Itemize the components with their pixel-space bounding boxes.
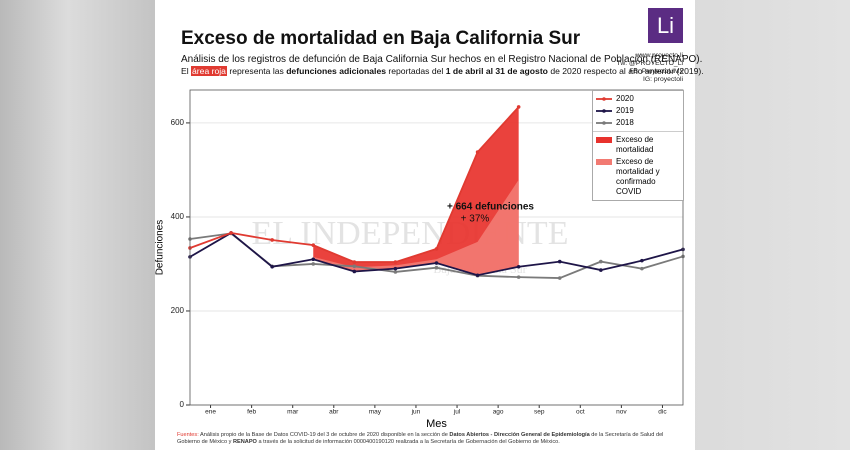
x-tick-label: dic xyxy=(658,409,667,416)
legend-label: 2019 xyxy=(616,106,634,115)
subtitle-2: El área roja representa las defunciones … xyxy=(181,66,704,76)
subtitle-segment: de 2020 respecto al año anterior (2019). xyxy=(547,66,704,76)
point xyxy=(475,150,480,154)
excess-area xyxy=(313,106,519,276)
legend-swatch xyxy=(596,109,612,113)
source-segment: de la Secretaría de Salud del Gobierno d… xyxy=(177,432,664,445)
point xyxy=(352,269,357,274)
y-tick-label: 0 xyxy=(180,400,185,409)
point xyxy=(352,260,357,264)
sources: Fuentes: Análisis propio de la Base de D… xyxy=(177,432,687,446)
legend-area xyxy=(596,137,612,143)
x-tick-label: mar xyxy=(287,409,299,416)
legend-swatch xyxy=(596,121,612,125)
credit-line: FB: ProyectoLiMx xyxy=(629,68,683,75)
point xyxy=(599,259,603,264)
x-tick-label: abr xyxy=(329,409,339,416)
legend-item: 2018 xyxy=(593,117,683,129)
point xyxy=(516,105,521,109)
source-segment: Fuentes: xyxy=(177,432,199,438)
source-segment: Análisis propio de la Base de Datos COVI… xyxy=(198,432,450,438)
point xyxy=(434,265,439,270)
subtitle-segment: área roja xyxy=(191,66,227,76)
y-tick-label: 200 xyxy=(171,306,185,315)
point xyxy=(516,275,521,279)
point xyxy=(475,273,480,278)
legend: 2020 2019 2018 Exceso de mortalidad Exceso d… xyxy=(592,90,684,201)
point xyxy=(270,264,274,269)
point xyxy=(229,231,233,235)
plot-frame xyxy=(189,89,684,406)
legend-area xyxy=(596,159,612,165)
x-tick-label: ago xyxy=(493,409,504,416)
credit-line: www.proyecto.li xyxy=(635,52,683,59)
x-axis-label: Mes xyxy=(426,418,447,430)
chart-card xyxy=(155,0,695,450)
point xyxy=(599,268,603,272)
legend-label: 2018 xyxy=(616,118,634,127)
subtitle-segment: reportadas del xyxy=(386,66,446,76)
point xyxy=(557,259,562,264)
subtitle-segment: representa las xyxy=(226,66,287,76)
subtitle: Análisis de los registros de defunción d… xyxy=(181,54,703,65)
logo: Li xyxy=(648,8,683,43)
legend-dot xyxy=(602,121,606,125)
x-tick-label: nov xyxy=(616,409,627,416)
point xyxy=(640,266,644,271)
legend-label: Exceso de mortalidad xyxy=(616,135,654,154)
legend-dot xyxy=(602,97,606,101)
point xyxy=(516,264,521,269)
point xyxy=(270,238,274,242)
source-segment: a través de la solicitud de información … xyxy=(256,439,560,445)
annotation: + 664 defunciones xyxy=(447,202,534,213)
point xyxy=(434,261,439,265)
point xyxy=(352,264,357,269)
legend-item: Exceso de mortalidad xyxy=(593,134,683,156)
source-segment: RENAPO xyxy=(232,439,257,445)
legend-label: 2020 xyxy=(616,94,634,103)
legend-swatch xyxy=(596,159,612,165)
credit-line: IG: proyectoli xyxy=(642,76,683,83)
legend-item: Exceso de mortalidad y confirmado COVID xyxy=(593,156,683,198)
subtitle-segment: 1 de abril al 31 de agosto xyxy=(445,66,548,76)
x-tick-label: may xyxy=(369,409,382,416)
point xyxy=(311,243,316,247)
y-tick-label: 400 xyxy=(171,212,185,221)
legend-label: Exceso de mortalidad y confirmado COVID xyxy=(616,157,660,196)
annotation: + 37% xyxy=(461,214,490,225)
point xyxy=(434,247,439,251)
point xyxy=(557,276,562,280)
legend-swatch xyxy=(596,97,612,101)
point xyxy=(311,257,316,262)
credits: www.proyecto.li Tw: @PROYECTO_Li FB: Proye… xyxy=(617,52,683,84)
x-tick-label: sep xyxy=(534,409,545,416)
source-segment: Datos Abiertos - Dirección General de Ep… xyxy=(449,432,590,438)
legend-item: 2019 xyxy=(593,105,683,117)
x-tick-label: jul xyxy=(453,409,461,416)
chart-title: Exceso de mortalidad en Baja California … xyxy=(181,28,581,49)
legend-item: 2020 xyxy=(593,93,683,105)
y-tick-label: 600 xyxy=(171,118,185,127)
legend-separator xyxy=(593,131,683,132)
point xyxy=(393,266,398,271)
point xyxy=(393,270,398,274)
point xyxy=(311,262,316,266)
watermark: EL INDEPENDIENTE xyxy=(252,215,569,252)
legend-dot xyxy=(602,109,606,113)
point xyxy=(393,260,398,264)
subtitle-segment: El xyxy=(181,66,192,76)
x-tick-label: feb xyxy=(247,409,256,416)
legend-swatch xyxy=(596,137,612,143)
x-tick-label: oct xyxy=(576,409,585,416)
y-axis-label: Defunciones xyxy=(155,220,166,276)
subtitle-segment: defunciones adicionales xyxy=(286,66,386,76)
credit-line: Tw: @PROYECTO_Li xyxy=(616,60,683,67)
x-tick-label: jun xyxy=(411,409,421,416)
point xyxy=(640,258,644,263)
x-tick-label: ene xyxy=(205,409,216,416)
excess-area xyxy=(313,179,519,276)
